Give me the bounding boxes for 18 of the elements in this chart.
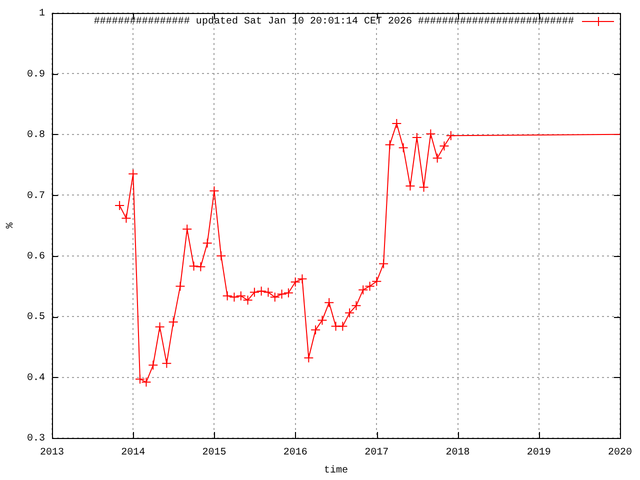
y-tick-label: 0.9: [26, 69, 45, 80]
y-tick-label: 0.7: [26, 190, 45, 202]
x-tick-label: 2018: [446, 448, 470, 459]
x-tick-label: 2020: [608, 448, 632, 459]
y-tick-label: 0.3: [26, 434, 45, 445]
x-tick-label: 2019: [526, 448, 551, 459]
y-tick-label: 1: [38, 8, 45, 20]
x-tick-label: 2013: [40, 448, 64, 459]
x-tick-label: 2016: [283, 448, 308, 459]
y-tick-label: 0.5: [26, 312, 45, 324]
x-tick-label: 2017: [364, 448, 389, 459]
x-tick-label: 2015: [202, 448, 226, 459]
y-tick-label: 0.6: [26, 252, 45, 262]
x-tick-label: 2014: [121, 448, 146, 459]
y-axis-title: %: [6, 222, 17, 229]
x-axis-title: time: [324, 464, 348, 477]
y-tick-label: 0.8: [26, 130, 45, 142]
y-tick-label: 0.4: [26, 372, 45, 384]
